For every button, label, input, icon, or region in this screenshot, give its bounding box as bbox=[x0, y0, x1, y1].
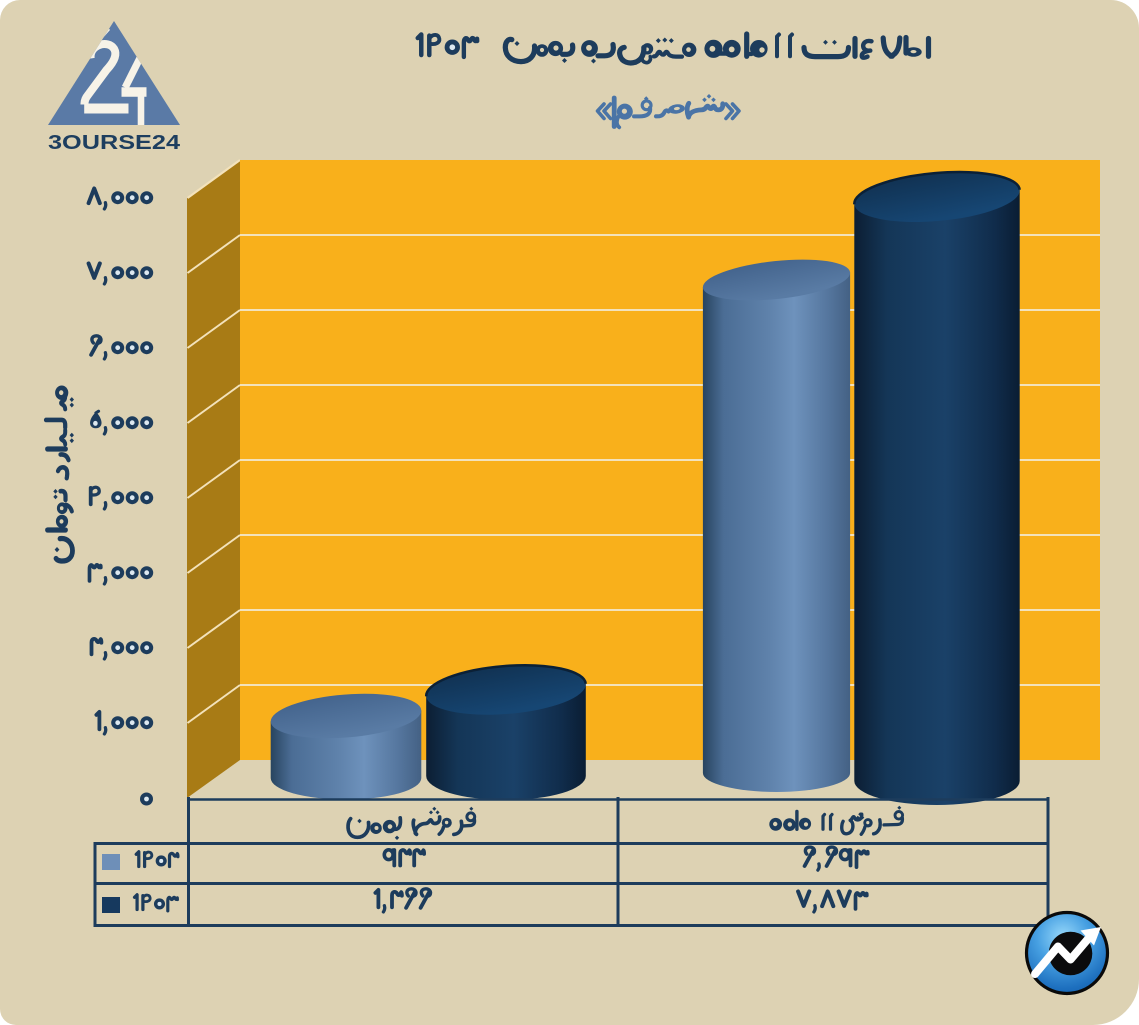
svg-text:3OURSE24: 3OURSE24 bbox=[48, 132, 181, 154]
